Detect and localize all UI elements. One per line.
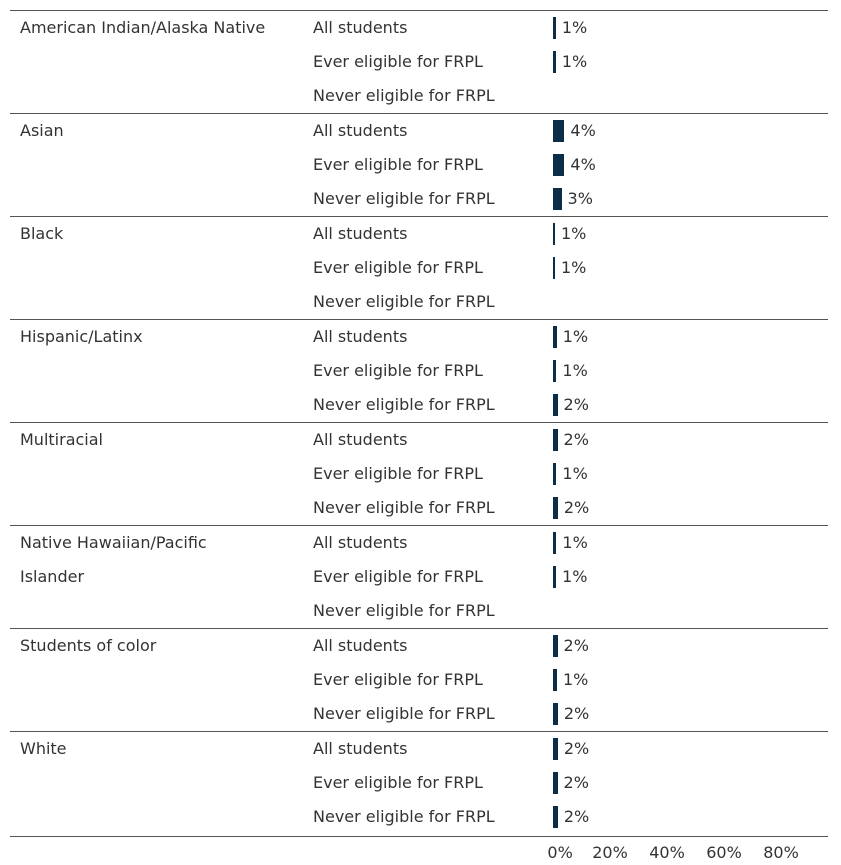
x-tick-label: 20% [592, 843, 628, 862]
category-label: Ever eligible for FRPL [313, 155, 483, 174]
category-label: All students [313, 121, 408, 140]
value-label: 2% [563, 498, 590, 517]
bar [553, 360, 557, 382]
category-label: Never eligible for FRPL [313, 807, 495, 826]
value-label: 1% [560, 224, 587, 243]
bar [553, 532, 557, 554]
group-label: Asian [20, 121, 64, 140]
separator [10, 731, 828, 732]
value-label: 1% [562, 361, 588, 380]
bar [553, 17, 556, 39]
bar [553, 703, 558, 725]
separator [10, 836, 828, 837]
bar [553, 429, 558, 451]
value-label: 1% [562, 567, 588, 586]
value-label: 2% [563, 807, 590, 826]
category-label: All students [313, 327, 408, 346]
category-label: Ever eligible for FRPL [313, 258, 483, 277]
category-label: Never eligible for FRPL [313, 601, 495, 620]
group-label: Multiracial [20, 430, 103, 449]
group-label: White [20, 739, 67, 758]
bar [553, 635, 558, 657]
value-label: 2% [563, 395, 589, 414]
category-label: Ever eligible for FRPL [313, 52, 483, 71]
bar [553, 669, 557, 691]
bar [553, 394, 558, 416]
category-label: Never eligible for FRPL [313, 292, 495, 311]
value-label: 2% [563, 430, 589, 449]
category-label: All students [313, 739, 408, 758]
bar [553, 223, 555, 245]
value-label: 1% [562, 327, 589, 346]
x-tick-label: 40% [649, 843, 685, 862]
value-label: 1% [561, 52, 588, 71]
category-label: Never eligible for FRPL [313, 498, 495, 517]
category-label: All students [313, 636, 408, 655]
separator [10, 422, 828, 423]
bar [553, 772, 558, 794]
separator [10, 319, 828, 320]
category-label: All students [313, 430, 408, 449]
bar [553, 326, 557, 348]
category-label: Ever eligible for FRPL [313, 567, 483, 586]
x-tick-label: 60% [706, 843, 742, 862]
category-label: Never eligible for FRPL [313, 86, 495, 105]
group-label: Native Hawaiian/Pacific Islander [20, 533, 207, 586]
value-label: 4% [570, 121, 596, 140]
category-label: All students [313, 224, 408, 243]
group-label: Students of color [20, 636, 157, 655]
value-label: 3% [567, 189, 593, 208]
x-tick-label: 0% [547, 843, 573, 862]
value-label: 4% [570, 155, 596, 174]
group-label: Hispanic/Latinx [20, 327, 143, 346]
value-label: 1% [561, 18, 588, 37]
value-label: 1% [562, 464, 588, 483]
category-label: Ever eligible for FRPL [313, 361, 483, 380]
bar [553, 497, 558, 519]
category-label: All students [313, 533, 408, 552]
category-label: Never eligible for FRPL [313, 395, 495, 414]
bar [553, 120, 565, 142]
group-label: Black [20, 224, 64, 243]
separator [10, 628, 828, 629]
value-label: 1% [560, 258, 587, 277]
value-label: 2% [563, 739, 590, 758]
category-label: Ever eligible for FRPL [313, 773, 483, 792]
category-label: Never eligible for FRPL [313, 189, 495, 208]
bar [553, 738, 558, 760]
value-label: 2% [563, 636, 589, 655]
value-label: 2% [563, 704, 590, 723]
bar [553, 154, 565, 176]
category-label: Ever eligible for FRPL [313, 670, 483, 689]
bar [553, 463, 557, 485]
bar [553, 51, 556, 73]
category-label: All students [313, 18, 408, 37]
bar [553, 806, 558, 828]
separator [10, 525, 828, 526]
category-label: Never eligible for FRPL [313, 704, 495, 723]
bar [553, 566, 557, 588]
separator [10, 216, 828, 217]
bar [553, 188, 562, 210]
value-label: 2% [563, 773, 589, 792]
value-label: 1% [562, 670, 589, 689]
separator [10, 10, 828, 11]
bar [553, 257, 555, 279]
value-label: 1% [562, 533, 588, 552]
x-tick-label: 80% [763, 843, 799, 862]
separator [10, 113, 828, 114]
group-label: American Indian/Alaska Native [20, 18, 266, 37]
category-label: Ever eligible for FRPL [313, 464, 483, 483]
